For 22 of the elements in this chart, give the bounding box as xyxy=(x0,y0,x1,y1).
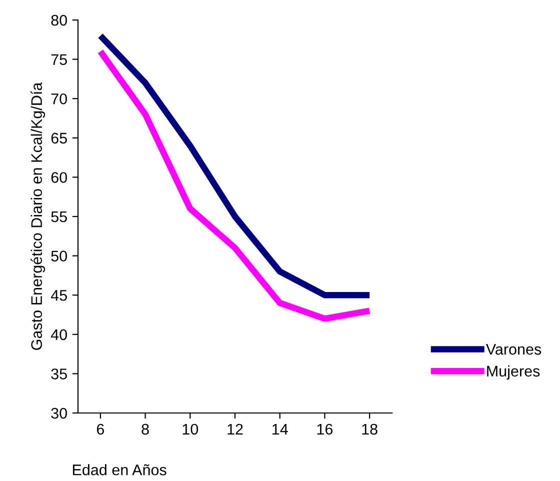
legend-label: Varones xyxy=(486,344,542,355)
x-tick-label: 10 xyxy=(182,424,198,435)
y-tick-label: 45 xyxy=(50,290,67,301)
y-tick-label: 35 xyxy=(51,368,67,380)
x-tick-label: 8 xyxy=(142,424,149,435)
legend-label: Mujeres xyxy=(487,365,540,380)
x-tick-label: 16 xyxy=(317,424,333,435)
y-tick-label: 50 xyxy=(51,250,67,262)
x-tick-label: 12 xyxy=(228,424,243,434)
y-tick-label: 55 xyxy=(51,212,67,222)
y-tick-label: 30 xyxy=(51,408,67,419)
y-tick-label: 65 xyxy=(51,132,67,144)
x-tick-label: 18 xyxy=(362,424,378,435)
y-tick-label: 60 xyxy=(51,172,67,183)
x-tick-label: 14 xyxy=(272,424,288,434)
y-tick-label: 40 xyxy=(50,329,67,340)
x-tick-label: 6 xyxy=(96,424,104,435)
y-axis-title: Gasto Energético Diario en Kcal/Kg/Día xyxy=(30,82,46,350)
y-tick-label: 70 xyxy=(51,93,67,104)
y-tick-label: 75 xyxy=(51,54,67,65)
x-axis-title: Edad en Años xyxy=(72,464,166,476)
y-tick-label: 80 xyxy=(51,14,67,26)
